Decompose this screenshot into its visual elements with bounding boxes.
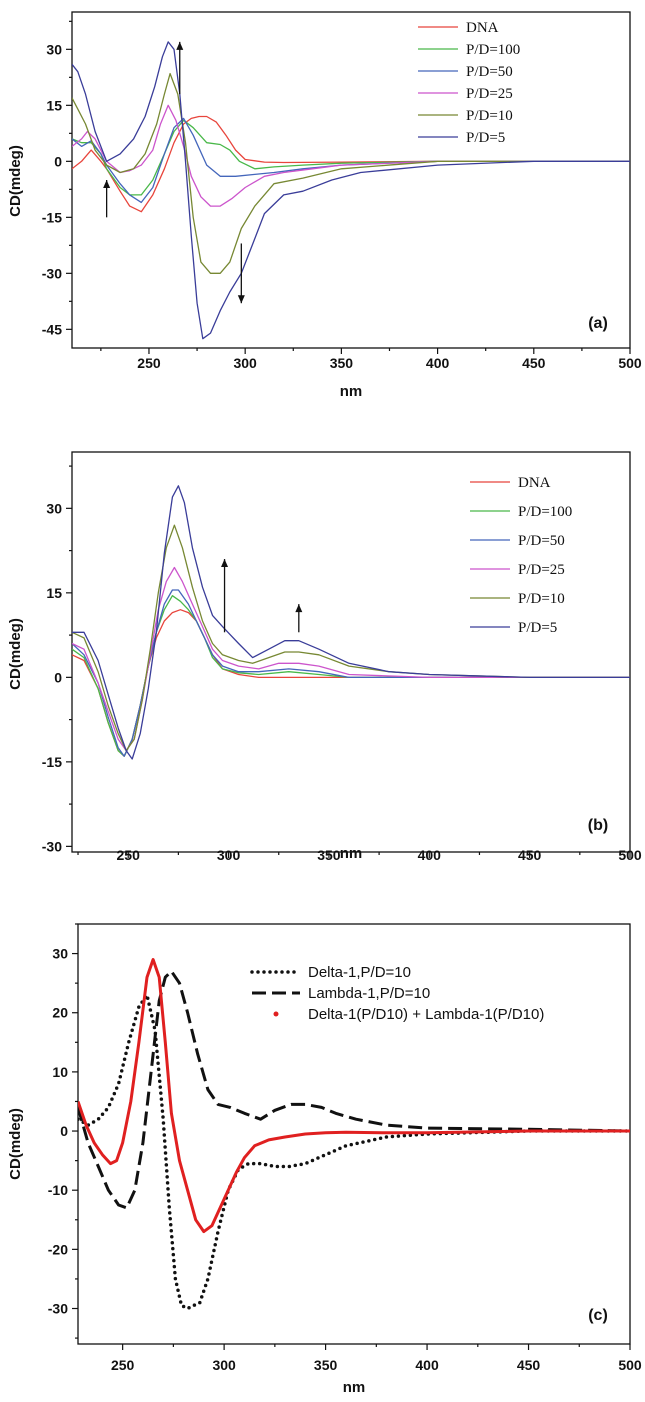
x-tick-label: 300: [212, 1357, 236, 1373]
x-tick-label: 350: [314, 1357, 338, 1373]
y-tick-label: 0: [60, 1123, 68, 1139]
x-axis-label: nm: [343, 1379, 366, 1396]
x-axis-label: nm: [340, 383, 363, 400]
legend-label: P/D=100: [518, 504, 572, 520]
y-tick-label: 30: [52, 946, 68, 962]
legend-label: Lambda-1,P/D=10: [308, 985, 430, 1002]
plot-frame: [71, 451, 631, 853]
x-tick-label: 450: [518, 847, 542, 863]
y-tick-label: 0: [54, 669, 62, 685]
x-tick-label: 300: [233, 355, 257, 371]
y-tick-label: -30: [48, 1301, 68, 1317]
plot-area: [72, 485, 630, 760]
plot-frame: [77, 923, 631, 1345]
legend: DNA P/D=100 P/D=50 P/D=25 P/D=10 P/D=5: [470, 475, 572, 636]
x-tick-label: 400: [418, 847, 442, 863]
chart-panel: 250 300 350 400 450 500 -30 -15 0 15 30 nm CD(mdeg) D…: [7, 451, 642, 863]
plot-frame: [71, 11, 631, 349]
y-tick-label: -15: [42, 754, 62, 770]
y-axis-label: CD(mdeg): [7, 145, 24, 217]
legend-label: P/D=25: [466, 86, 513, 102]
legend: Delta-1,P/D=10 Lambda-1,P/D=10 Delta-1(P/D…: [250, 964, 544, 1023]
arrow-head: [176, 41, 184, 50]
series-line: [72, 41, 630, 340]
y-tick-label: 30: [46, 500, 62, 516]
y-tick-label: 20: [52, 1005, 68, 1021]
legend-label: DNA: [466, 20, 499, 36]
legend-label: DNA: [518, 475, 551, 491]
y-tick-label: 10: [52, 1064, 68, 1080]
y-tick-label: -10: [48, 1182, 68, 1198]
x-tick-label: 500: [618, 355, 642, 371]
series-line: [72, 595, 630, 757]
arrow-head: [103, 180, 111, 188]
y-tick-label: 0: [54, 153, 62, 169]
legend-label: P/D=5: [518, 620, 557, 636]
x-tick-label: 500: [618, 847, 642, 863]
y-tick-label: -15: [42, 209, 62, 225]
legend-label: P/D=10: [518, 591, 565, 607]
x-tick-label: 450: [522, 355, 546, 371]
panel-label: (c): [588, 1307, 608, 1324]
y-tick-label: 30: [46, 41, 62, 57]
arrow-head: [221, 559, 229, 568]
series-line: [72, 72, 630, 274]
y-tick-label: 15: [46, 97, 62, 113]
x-tick-label: 250: [137, 355, 161, 371]
legend: DNA P/D=100 P/D=50 P/D=25 P/D=10 P/D=5: [418, 20, 520, 146]
legend-label: P/D=25: [518, 562, 565, 578]
y-tick-label: -30: [42, 265, 62, 281]
legend-label: P/D=100: [466, 42, 520, 58]
x-tick-label: 450: [517, 1357, 541, 1373]
x-tick-label: 300: [217, 847, 241, 863]
y-tick-label: 15: [46, 585, 62, 601]
plot-area: [78, 958, 630, 1311]
series-line: [78, 969, 630, 1210]
series-line: [78, 958, 630, 1234]
y-tick-label: -45: [42, 321, 62, 337]
y-axis-label: CD(mdeg): [7, 1108, 24, 1180]
series-line: [72, 119, 630, 196]
x-tick-label: 400: [415, 1357, 439, 1373]
x-tick-label: 350: [317, 847, 341, 863]
chart-panel: 250 300 350 400 450 500 -45 -30 -15 0 15 30 nm CD(mde…: [7, 11, 642, 400]
legend-label: Delta-1,P/D=10: [308, 964, 411, 981]
arrow-head: [295, 604, 303, 613]
arrow-head: [237, 295, 245, 304]
series-line: [72, 104, 630, 207]
legend-swatch: [273, 1011, 279, 1017]
legend-label: P/D=50: [518, 533, 565, 549]
panel-label: (b): [588, 817, 608, 834]
series-line: [72, 589, 630, 757]
x-tick-label: 250: [117, 847, 141, 863]
legend-label: P/D=50: [466, 64, 513, 80]
legend-label: Delta-1(P/D10) + Lambda-1(P/D10): [308, 1006, 544, 1023]
x-tick-label: 400: [426, 355, 450, 371]
panel-label: (a): [588, 315, 608, 332]
x-tick-label: 250: [111, 1357, 135, 1373]
y-axis-label: CD(mdeg): [7, 618, 24, 690]
plot-area: [72, 41, 630, 340]
x-tick-label: 350: [330, 355, 354, 371]
y-tick-label: -20: [48, 1241, 68, 1257]
series-line: [78, 993, 630, 1311]
legend-label: P/D=10: [466, 108, 513, 124]
series-line: [72, 117, 630, 204]
series-line: [72, 485, 630, 760]
x-axis-label: nm: [340, 845, 363, 862]
chart-panel: 250 300 350 400 450 500 -30 -20 -10 0 10 20 30 nm CD(m…: [7, 923, 642, 1396]
x-tick-label: 500: [618, 1357, 642, 1373]
series-line: [72, 524, 630, 752]
series-line: [72, 566, 630, 752]
y-tick-label: -30: [42, 838, 62, 854]
legend-label: P/D=5: [466, 130, 505, 146]
